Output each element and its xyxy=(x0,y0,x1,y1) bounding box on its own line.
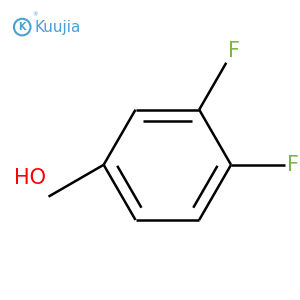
Text: Kuujia: Kuujia xyxy=(34,20,80,34)
Text: K: K xyxy=(19,22,26,32)
Text: F: F xyxy=(286,155,298,175)
Text: ®: ® xyxy=(32,12,38,17)
Text: F: F xyxy=(228,41,240,61)
Text: HO: HO xyxy=(14,168,46,188)
